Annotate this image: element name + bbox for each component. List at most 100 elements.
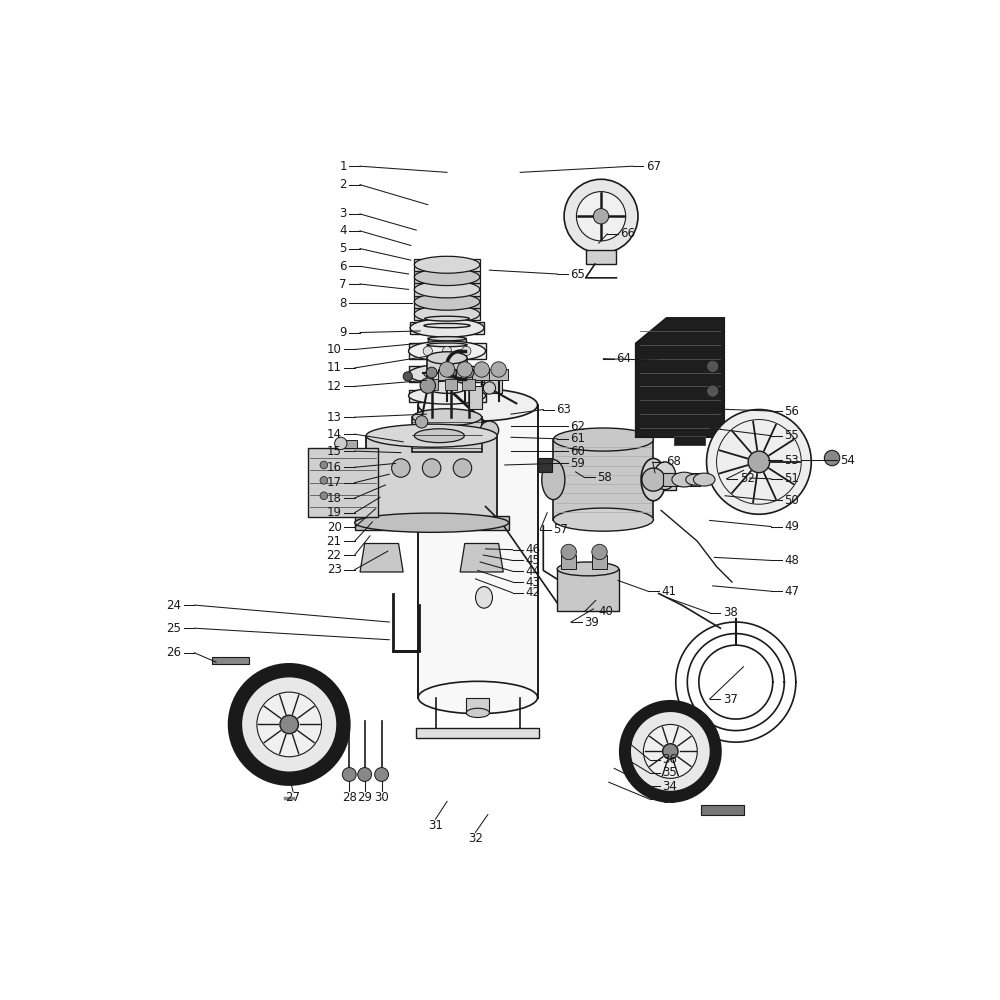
Text: 48: 48 [784,554,799,567]
Ellipse shape [409,364,486,384]
Ellipse shape [442,346,452,356]
Polygon shape [360,543,403,572]
Text: 19: 19 [327,506,342,519]
Text: 65: 65 [570,267,585,280]
Ellipse shape [654,462,676,490]
Polygon shape [460,543,503,572]
Bar [430,355,464,363]
Circle shape [453,459,472,477]
Ellipse shape [553,508,653,531]
Text: 38: 38 [723,606,737,619]
Ellipse shape [427,381,467,393]
Ellipse shape [414,429,464,443]
Text: 54: 54 [840,454,855,467]
Circle shape [642,468,665,491]
Circle shape [643,724,697,778]
Bar [446,379,464,393]
Ellipse shape [412,409,482,426]
Ellipse shape [424,368,470,380]
Text: 41: 41 [661,585,676,598]
Ellipse shape [418,681,538,714]
Text: 14: 14 [327,428,342,441]
Bar [586,250,616,264]
Circle shape [415,416,428,428]
Text: 4: 4 [339,224,347,237]
Circle shape [241,677,337,772]
Text: 21: 21 [327,535,342,548]
Text: 60: 60 [570,445,585,458]
Ellipse shape [476,471,492,493]
Text: 24: 24 [166,599,181,612]
Circle shape [474,362,489,377]
Ellipse shape [423,346,432,356]
Text: 59: 59 [570,457,585,470]
Bar [484,379,502,393]
Bar [592,555,607,569]
Ellipse shape [366,424,497,447]
Bar [466,698,489,713]
Ellipse shape [414,256,480,273]
Ellipse shape [355,513,509,532]
Text: 42: 42 [526,586,541,599]
Bar [415,426,465,443]
Ellipse shape [414,306,480,323]
Text: 40: 40 [598,605,613,618]
Circle shape [491,362,506,377]
Circle shape [561,544,576,560]
Circle shape [630,711,710,791]
Text: 29: 29 [357,791,372,804]
Bar [469,386,482,409]
Text: 7: 7 [339,278,347,291]
Ellipse shape [409,341,486,361]
Text: 13: 13 [327,411,342,424]
Text: 46: 46 [526,543,541,556]
Text: 34: 34 [663,780,678,793]
Bar [410,322,484,334]
Bar [456,369,474,380]
Bar [428,339,466,348]
Bar [409,343,486,359]
Text: 45: 45 [526,554,540,567]
Text: 57: 57 [553,523,568,536]
Text: 15: 15 [327,445,342,458]
Circle shape [439,362,455,377]
Bar [355,516,509,530]
Text: 9: 9 [339,326,347,339]
Bar [438,369,456,380]
Circle shape [483,382,496,394]
Text: 53: 53 [784,454,799,467]
Text: 27: 27 [286,791,301,804]
Text: 17: 17 [327,476,342,489]
Bar [416,728,539,738]
Text: 3: 3 [340,207,347,220]
Circle shape [463,367,474,378]
Bar [212,657,249,664]
Ellipse shape [428,337,466,341]
Bar [425,379,438,390]
Circle shape [375,768,389,781]
Bar [366,436,497,524]
Ellipse shape [553,428,653,451]
Bar [445,379,457,390]
Ellipse shape [557,562,619,576]
Ellipse shape [427,352,467,364]
Bar [335,440,357,448]
Text: 44: 44 [526,565,541,578]
Text: 39: 39 [584,616,599,629]
Text: 5: 5 [340,242,347,255]
Ellipse shape [418,389,538,421]
Ellipse shape [409,387,486,404]
Text: 49: 49 [784,520,799,533]
Text: 64: 64 [616,352,631,365]
Bar [472,369,491,380]
Bar [418,405,538,698]
Bar [701,805,744,815]
Circle shape [576,192,626,241]
Circle shape [335,437,347,450]
Ellipse shape [414,269,480,286]
Circle shape [358,768,372,781]
Text: 22: 22 [327,549,342,562]
Circle shape [320,477,328,484]
Circle shape [707,385,719,397]
Text: 55: 55 [784,429,799,442]
